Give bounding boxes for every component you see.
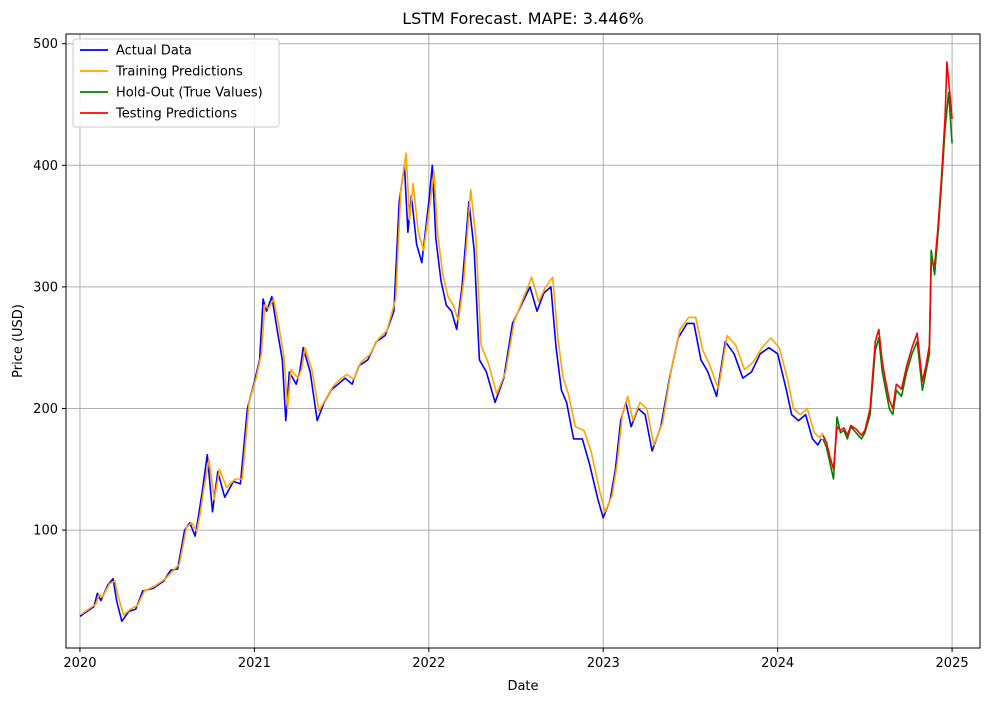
legend-label: Training Predictions — [115, 65, 243, 80]
x-tick-label: 2021 — [238, 656, 271, 671]
x-tick-label: 2022 — [412, 656, 445, 671]
testing-predictions-line — [822, 61, 953, 471]
legend-label: Testing Predictions — [115, 107, 237, 122]
legend-label: Hold-Out (True Values) — [116, 86, 263, 101]
y-tick-label: 500 — [33, 37, 58, 52]
chart-title: LSTM Forecast. MAPE: 3.446% — [402, 9, 644, 28]
y-tick-label: 400 — [33, 159, 58, 174]
y-tick-label: 200 — [33, 402, 58, 417]
training-predictions-line — [81, 152, 824, 616]
holdout-true-values-line — [822, 91, 953, 480]
plot-area: 2020 2021 2022 2023 2024 2025 100 200 300 400 500 — [33, 33, 981, 671]
x-tick-label: 2020 — [63, 656, 96, 671]
legend: Actual Data Training Predictions Hold-Out … — [72, 38, 280, 128]
x-axis-label: Date — [507, 679, 538, 694]
y-tick-label: 300 — [33, 280, 58, 295]
series-lines — [79, 61, 953, 623]
x-tick-label: 2025 — [936, 656, 969, 671]
legend-label: Actual Data — [116, 44, 192, 59]
axes-frame — [65, 33, 981, 649]
axes-background — [66, 34, 980, 648]
legend-box — [72, 38, 280, 128]
y-tick-label: 100 — [33, 524, 58, 539]
x-tick-label: 2024 — [761, 656, 794, 671]
x-tick-label: 2023 — [587, 656, 620, 671]
y-axis-label: Price (USD) — [11, 304, 26, 378]
legend-entries: Actual Data Training Predictions Hold-Out … — [80, 44, 263, 122]
axis-ticks: 2020 2021 2022 2023 2024 2025 100 200 300 400 500 — [33, 37, 968, 671]
